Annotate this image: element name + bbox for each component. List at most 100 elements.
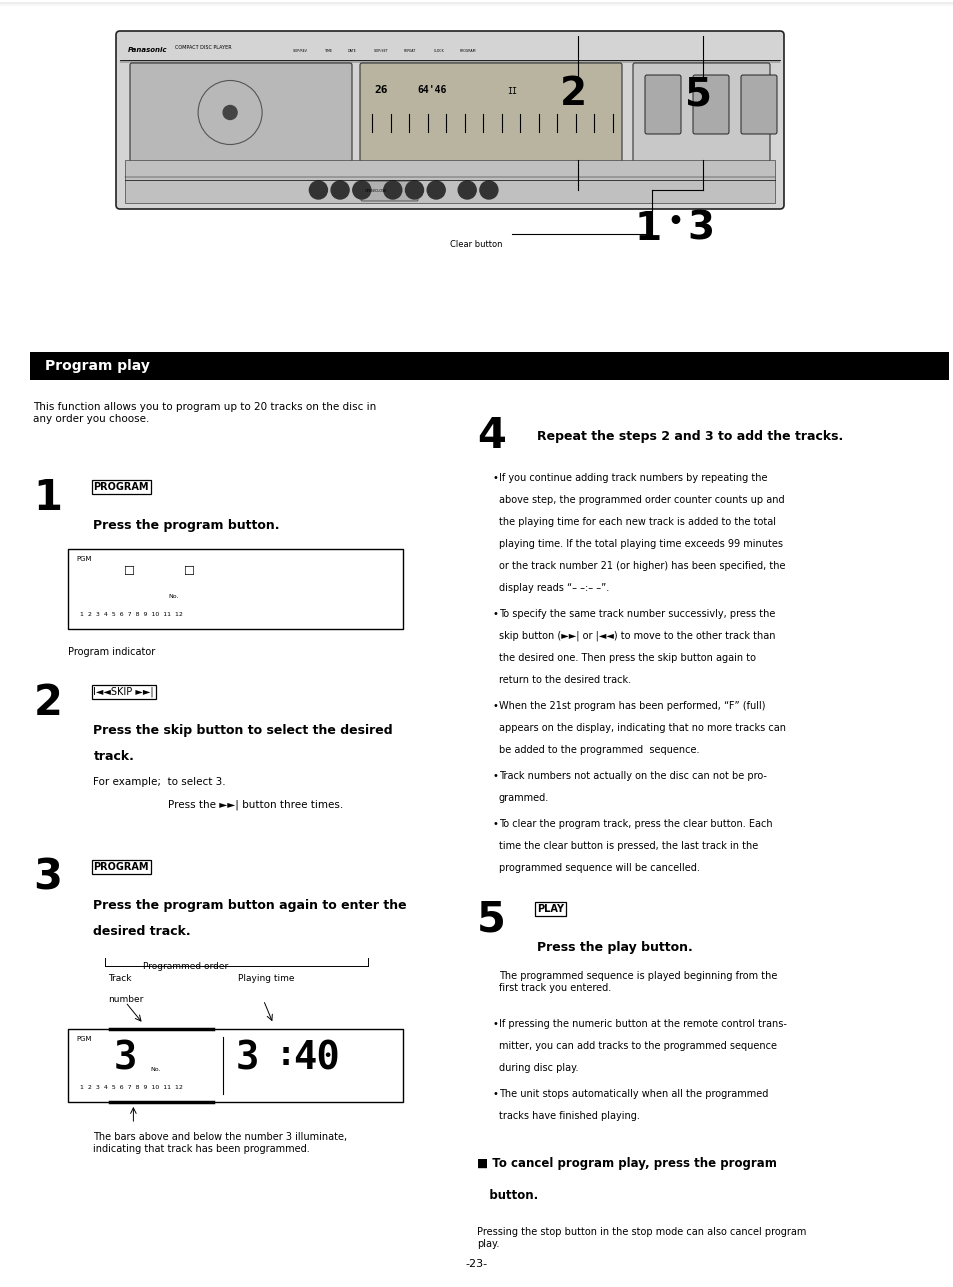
FancyBboxPatch shape: [125, 160, 774, 203]
Text: •: •: [492, 609, 497, 619]
FancyBboxPatch shape: [69, 1030, 403, 1102]
Text: COMPACT DISC PLAYER: COMPACT DISC PLAYER: [174, 45, 232, 50]
Text: SKIP/REV: SKIP/REV: [292, 49, 307, 53]
Circle shape: [383, 181, 401, 199]
Text: or the track number 21 (or higher) has been specified, the: or the track number 21 (or higher) has b…: [498, 561, 784, 571]
Circle shape: [427, 181, 445, 199]
Text: PROGRAM: PROGRAM: [93, 483, 149, 492]
Text: 26: 26: [374, 85, 387, 95]
Text: be added to the programmed  sequence.: be added to the programmed sequence.: [498, 745, 699, 755]
Text: Panasonic: Panasonic: [128, 48, 168, 53]
Text: •: •: [492, 819, 497, 829]
Text: PLAY: PLAY: [537, 903, 563, 914]
Text: Press the skip button to select the desired: Press the skip button to select the desi…: [93, 725, 393, 737]
Text: display reads “– –:– –”.: display reads “– –:– –”.: [498, 583, 609, 593]
Text: •: •: [492, 771, 497, 781]
Text: •: •: [492, 474, 497, 483]
Text: button.: button.: [476, 1189, 537, 1202]
Text: 3: 3: [686, 210, 714, 248]
Text: If pressing the numeric button at the remote control trans-: If pressing the numeric button at the re…: [498, 1019, 786, 1030]
Circle shape: [405, 181, 423, 199]
Text: Program indicator: Program indicator: [69, 647, 155, 656]
Text: Clear button: Clear button: [450, 239, 502, 248]
Text: 1  2  3  4  5  6  7  8  9  10  11  12: 1 2 3 4 5 6 7 8 9 10 11 12: [80, 1085, 183, 1090]
Text: Programmed order: Programmed order: [143, 961, 229, 970]
Circle shape: [309, 181, 327, 199]
Text: during disc play.: during disc play.: [498, 1063, 578, 1073]
Text: The unit stops automatically when all the programmed: The unit stops automatically when all th…: [498, 1089, 767, 1099]
Text: PROGRAM: PROGRAM: [93, 862, 149, 873]
Text: the playing time for each new track is added to the total: the playing time for each new track is a…: [498, 517, 775, 526]
Text: 3: 3: [113, 1039, 136, 1077]
Text: PROGRAM: PROGRAM: [459, 49, 476, 53]
FancyBboxPatch shape: [633, 63, 769, 162]
FancyBboxPatch shape: [692, 75, 728, 134]
Text: •: •: [492, 701, 497, 710]
Text: 3: 3: [235, 1039, 258, 1077]
Text: OPEN/CLOSE: OPEN/CLOSE: [365, 189, 387, 193]
Circle shape: [353, 181, 371, 199]
Text: grammed.: grammed.: [498, 793, 549, 803]
Text: II: II: [506, 88, 517, 97]
Text: When the 21st program has been performed, “F” (full): When the 21st program has been performed…: [498, 701, 764, 710]
Text: track.: track.: [93, 750, 134, 763]
Text: skip button (►►| or |◄◄) to move to the other track than: skip button (►►| or |◄◄) to move to the …: [498, 631, 775, 641]
Text: Pressing the stop button in the stop mode can also cancel program
play.: Pressing the stop button in the stop mod…: [476, 1227, 805, 1248]
Text: 64'46: 64'46: [416, 85, 446, 95]
Text: 40: 40: [294, 1039, 340, 1077]
Text: tracks have finished playing.: tracks have finished playing.: [498, 1111, 639, 1121]
Text: To specify the same track number successivly, press the: To specify the same track number success…: [498, 609, 775, 619]
Text: CLOCK: CLOCK: [434, 49, 444, 53]
Text: mitter, you can add tracks to the programmed sequence: mitter, you can add tracks to the progra…: [498, 1041, 776, 1051]
Text: 4: 4: [476, 414, 505, 457]
Text: Press the program button again to enter the: Press the program button again to enter …: [93, 900, 407, 912]
Text: 1: 1: [635, 210, 661, 248]
Text: :: :: [275, 1039, 295, 1072]
Circle shape: [479, 181, 497, 199]
Text: PGM: PGM: [76, 556, 91, 562]
Text: No.: No.: [169, 595, 179, 598]
FancyBboxPatch shape: [359, 63, 621, 162]
Circle shape: [331, 181, 349, 199]
FancyBboxPatch shape: [130, 63, 352, 162]
Text: Repeat the steps 2 and 3 to add the tracks.: Repeat the steps 2 and 3 to add the trac…: [537, 430, 842, 443]
Text: Press the program button.: Press the program button.: [93, 519, 279, 532]
FancyBboxPatch shape: [30, 353, 948, 380]
Circle shape: [457, 181, 476, 199]
Text: I◄◄SKIP ►►|: I◄◄SKIP ►►|: [93, 687, 153, 698]
Text: No.: No.: [151, 1067, 161, 1072]
FancyBboxPatch shape: [116, 31, 783, 208]
Circle shape: [223, 106, 237, 120]
Text: 5: 5: [684, 75, 711, 113]
Text: 2: 2: [559, 75, 586, 113]
Text: -23-: -23-: [465, 1259, 488, 1269]
Text: the desired one. Then press the skip button again to: the desired one. Then press the skip but…: [498, 653, 755, 663]
FancyBboxPatch shape: [644, 75, 680, 134]
Text: programmed sequence will be cancelled.: programmed sequence will be cancelled.: [498, 864, 700, 873]
Text: 1: 1: [33, 477, 62, 519]
Text: playing time. If the total playing time exceeds 99 minutes: playing time. If the total playing time …: [498, 539, 782, 550]
Text: desired track.: desired track.: [93, 925, 191, 938]
Text: •: •: [492, 1019, 497, 1030]
Text: ☐: ☐: [183, 561, 194, 579]
Text: number: number: [109, 995, 144, 1004]
Text: 1  2  3  4  5  6  7  8  9  10  11  12: 1 2 3 4 5 6 7 8 9 10 11 12: [80, 613, 183, 616]
Text: TIME: TIME: [325, 49, 333, 53]
Text: time the clear button is pressed, the last track in the: time the clear button is pressed, the la…: [498, 840, 758, 851]
Text: The bars above and below the number 3 illuminate,
indicating that track has been: The bars above and below the number 3 il…: [93, 1133, 347, 1153]
Text: PGM: PGM: [76, 1036, 91, 1042]
Text: ■ To cancel program play, press the program: ■ To cancel program play, press the prog…: [476, 1157, 776, 1170]
Text: Track: Track: [109, 974, 132, 983]
Text: Press the ►►| button three times.: Press the ►►| button three times.: [169, 801, 343, 811]
FancyBboxPatch shape: [740, 75, 776, 134]
Text: Playing time: Playing time: [238, 974, 294, 983]
Text: above step, the programmed order counter counts up and: above step, the programmed order counter…: [498, 495, 783, 505]
FancyBboxPatch shape: [360, 181, 417, 201]
Text: If you continue adding track numbers by repeating the: If you continue adding track numbers by …: [498, 474, 767, 483]
Text: 2: 2: [33, 682, 62, 725]
Text: To clear the program track, press the clear button. Each: To clear the program track, press the cl…: [498, 819, 772, 829]
Text: 5: 5: [476, 900, 505, 941]
Text: appears on the display, indicating that no more tracks can: appears on the display, indicating that …: [498, 723, 785, 734]
Text: For example;  to select 3.: For example; to select 3.: [93, 777, 226, 786]
Text: •: •: [666, 210, 682, 234]
